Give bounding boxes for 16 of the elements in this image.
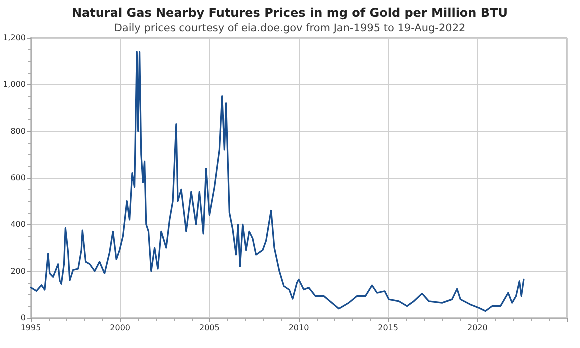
line-series bbox=[30, 51, 525, 312]
y-tick-label: 1,200 bbox=[3, 34, 26, 42]
y-tick-label: 600 bbox=[10, 174, 26, 182]
y-tick-label: 800 bbox=[10, 126, 26, 136]
y-tick-label: 400 bbox=[10, 220, 26, 230]
x-tick-label: 1995 bbox=[20, 324, 42, 332]
y-tick-label: 1,000 bbox=[3, 80, 26, 90]
chart-subtitle: Daily prices courtesy of eia.doe.gov from Jan-1995 to 19-Aug-2022 bbox=[114, 22, 466, 34]
x-tick-label: 2000 bbox=[110, 324, 131, 332]
chart-title: Natural Gas Nearby Futures Prices in mg of Gold per Million BTU bbox=[72, 6, 508, 20]
y-tick-label: 200 bbox=[10, 266, 26, 276]
x-tick-label: 2015 bbox=[378, 324, 399, 332]
x-tick-label: 2005 bbox=[199, 324, 220, 332]
x-tick-label: 2010 bbox=[288, 324, 310, 332]
x-tick-label: 2020 bbox=[467, 324, 488, 332]
y-tick-label: 0 bbox=[20, 314, 26, 322]
